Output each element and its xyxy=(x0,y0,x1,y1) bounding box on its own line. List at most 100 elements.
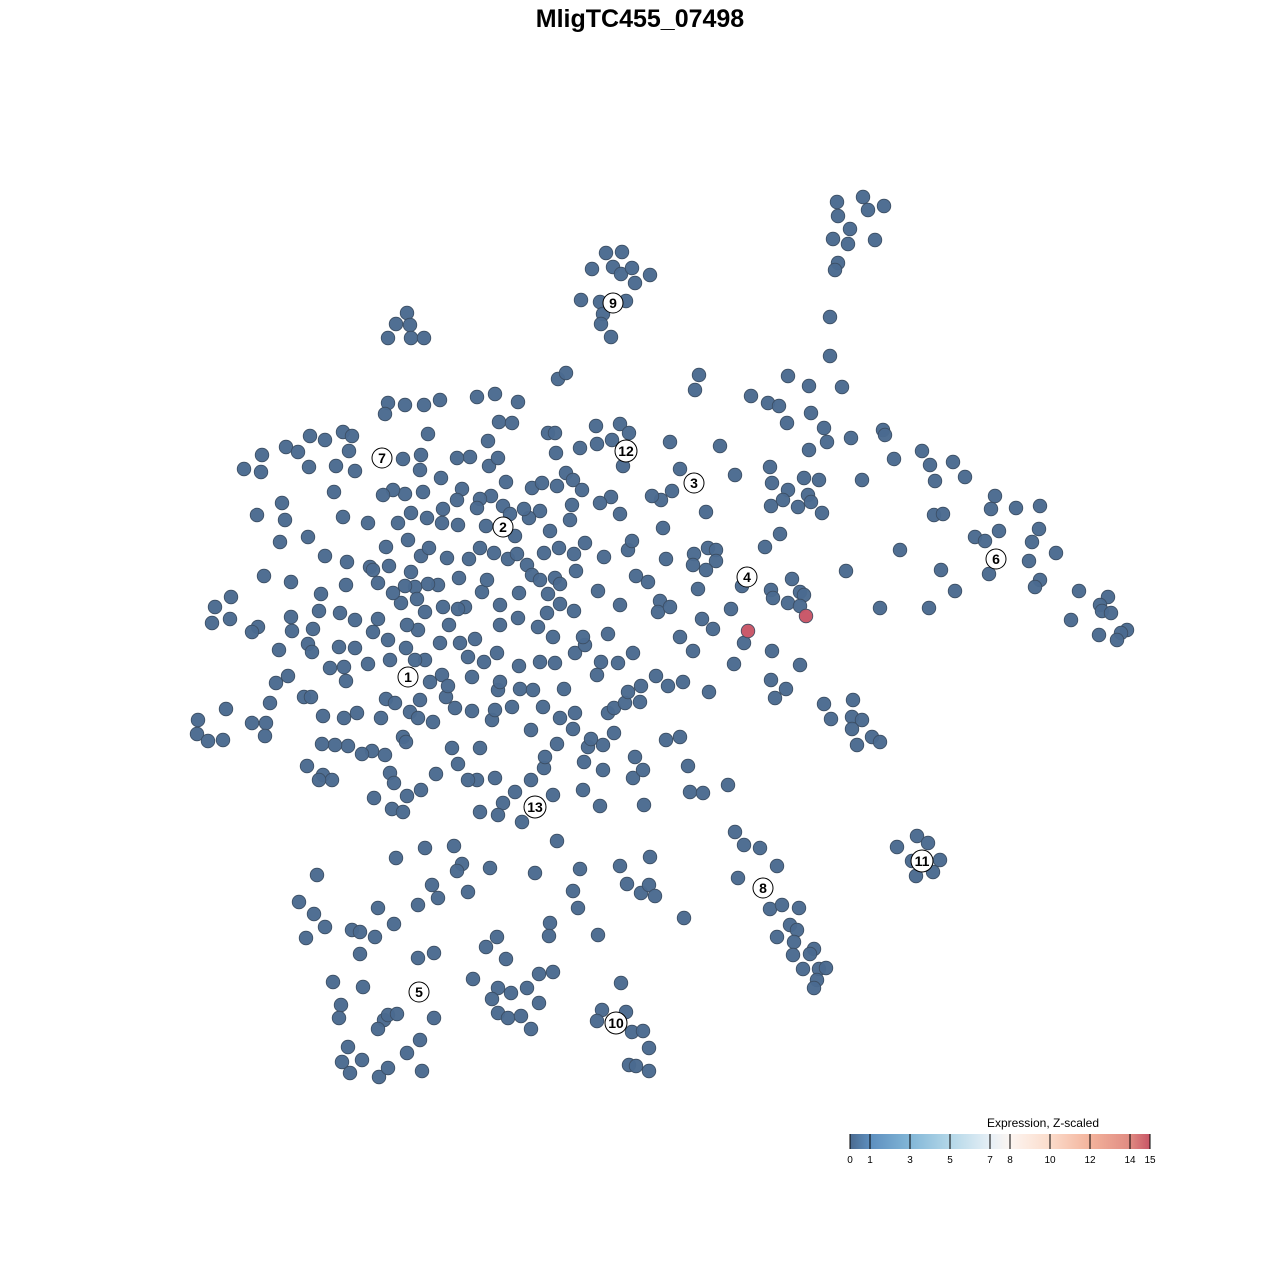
cell-point xyxy=(388,316,404,332)
cell-point xyxy=(892,542,908,558)
cell-point xyxy=(492,597,508,613)
cell-point xyxy=(765,590,781,606)
cell-point xyxy=(534,475,550,491)
cell-point xyxy=(727,824,743,840)
cell-point xyxy=(574,482,590,498)
cell-point xyxy=(207,599,223,615)
cell-point xyxy=(313,586,329,602)
cell-point xyxy=(380,632,396,648)
cell-point xyxy=(489,929,505,945)
cell-point xyxy=(791,900,807,916)
cell-point xyxy=(647,888,663,904)
cell-point xyxy=(589,1013,605,1029)
cell-point xyxy=(386,916,402,932)
cell-point xyxy=(390,515,406,531)
cell-point xyxy=(464,703,480,719)
cluster-label-badge xyxy=(492,516,514,538)
cell-point xyxy=(395,804,411,820)
cell-point xyxy=(676,910,692,926)
cell-point xyxy=(311,603,327,619)
cell-point xyxy=(548,445,564,461)
cell-point xyxy=(801,378,817,394)
cell-point xyxy=(769,929,785,945)
cell-point xyxy=(921,600,937,616)
cell-point xyxy=(593,654,609,670)
cell-point xyxy=(440,678,456,694)
cell-point xyxy=(464,669,480,685)
cell-point xyxy=(818,960,834,976)
legend-tick-label: 12 xyxy=(1084,1155,1096,1166)
cell-point xyxy=(556,681,572,697)
cell-point xyxy=(530,619,546,635)
cell-point xyxy=(590,927,606,943)
cell-point xyxy=(302,428,318,444)
cell-point xyxy=(413,447,429,463)
cell-point xyxy=(532,654,548,670)
cell-point xyxy=(767,690,783,706)
cell-point xyxy=(254,447,270,463)
cell-point xyxy=(377,406,393,422)
cell-point xyxy=(886,451,902,467)
cell-point xyxy=(1031,521,1047,537)
cell-point xyxy=(785,947,801,963)
cell-point xyxy=(644,488,660,504)
cell-point xyxy=(317,919,333,935)
cell-point xyxy=(519,980,535,996)
cell-point xyxy=(399,617,415,633)
cell-point xyxy=(723,601,739,617)
cell-point xyxy=(945,454,961,470)
cell-point xyxy=(412,1032,428,1048)
cell-point xyxy=(476,654,492,670)
cell-point xyxy=(469,389,485,405)
cluster-label-badge xyxy=(683,472,705,494)
cell-point xyxy=(682,784,698,800)
cell-point xyxy=(325,974,341,990)
cell-point xyxy=(662,599,678,615)
cell-point xyxy=(397,486,413,502)
cell-point xyxy=(315,708,331,724)
cell-point xyxy=(444,740,460,756)
cell-point xyxy=(705,621,721,637)
cell-point xyxy=(480,433,496,449)
cell-point xyxy=(593,316,609,332)
cluster-label-badge xyxy=(371,447,393,469)
cell-point xyxy=(664,483,680,499)
cell-point xyxy=(991,523,1007,539)
cell-point xyxy=(672,629,688,645)
cell-point xyxy=(867,232,883,248)
cell-point xyxy=(590,583,606,599)
cell-point xyxy=(510,610,526,626)
cell-point xyxy=(730,870,746,886)
cluster-label-2: 2 xyxy=(492,516,514,538)
cell-point xyxy=(398,640,414,656)
cell-point xyxy=(510,394,526,410)
cell-point xyxy=(1021,553,1037,569)
cell-point xyxy=(365,562,381,578)
cell-point xyxy=(549,833,565,849)
cell-point xyxy=(486,545,502,561)
cell-point xyxy=(498,474,514,490)
cell-point xyxy=(347,463,363,479)
cell-point xyxy=(309,867,325,883)
cell-point xyxy=(889,839,905,855)
cell-point xyxy=(472,540,488,556)
cell-point xyxy=(802,946,818,962)
cell-point xyxy=(822,348,838,364)
cell-point xyxy=(433,470,449,486)
cell-point xyxy=(338,577,354,593)
cell-point xyxy=(434,515,450,531)
cell-point xyxy=(400,532,416,548)
cell-point xyxy=(834,379,850,395)
cell-point xyxy=(551,540,567,556)
cell-point xyxy=(774,897,790,913)
cell-point xyxy=(257,728,273,744)
cell-point xyxy=(823,711,839,727)
cluster-label-13: 13 xyxy=(523,795,547,819)
cell-point xyxy=(549,736,565,752)
cell-point xyxy=(498,951,514,967)
cell-point xyxy=(222,611,238,627)
cell-point xyxy=(687,382,703,398)
cell-point xyxy=(567,645,583,661)
cell-point xyxy=(481,458,497,474)
cell-point xyxy=(814,505,830,521)
